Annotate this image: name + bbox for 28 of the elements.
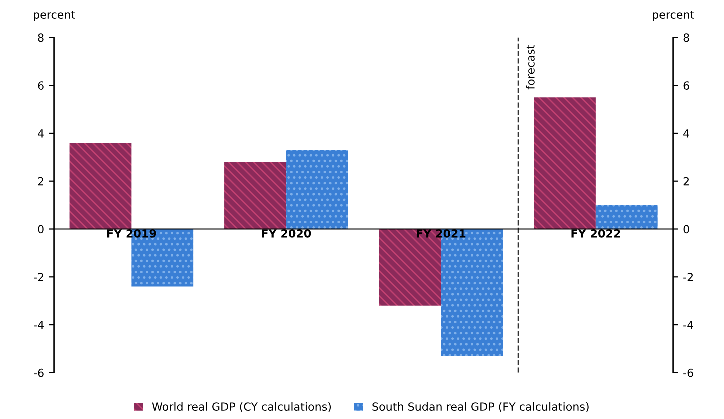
y-axis-title: percent — [34, 11, 76, 22]
y2-tick-label: -6 — [684, 368, 694, 378]
y2-tick-label: 8 — [684, 34, 690, 42]
bar — [534, 98, 596, 230]
bar — [596, 205, 658, 230]
legend-label: World real GDP (CY calculations) — [152, 402, 332, 412]
y2-tick-label: -4 — [684, 321, 694, 330]
bar — [286, 150, 348, 230]
y2-axis-title: percent — [653, 11, 694, 22]
bar — [70, 143, 132, 230]
x-tick-label: FY 2020 — [262, 229, 312, 238]
y2-tick-label: -2 — [684, 273, 694, 282]
y-tick-label: 2 — [38, 177, 44, 186]
legend-label: South Sudan real GDP (FY calculations) — [372, 402, 589, 412]
annotation: forecast — [526, 45, 535, 90]
y2-tick-label: 2 — [684, 177, 689, 186]
y-tick-label: 0 — [38, 225, 44, 234]
y2-tick-label: 4 — [684, 130, 690, 138]
x-tick-label: FY 2022 — [572, 229, 620, 238]
y-tick-label: -4 — [34, 321, 44, 330]
y-tick-label: 6 — [38, 82, 44, 90]
y-tick-label: 4 — [38, 130, 44, 138]
bar — [224, 162, 286, 230]
y-tick-label: 8 — [38, 34, 44, 42]
y-tick-label: -6 — [34, 368, 44, 378]
y2-tick-label: 6 — [684, 82, 690, 90]
y-tick-label: -2 — [34, 273, 44, 282]
y2-tick-label: 0 — [684, 225, 690, 234]
